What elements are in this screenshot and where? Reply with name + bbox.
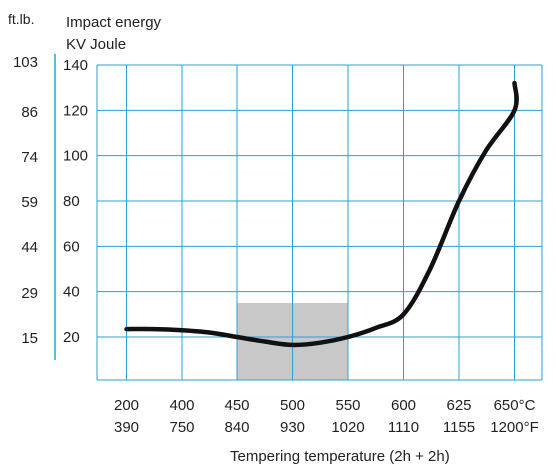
x-tick-label-celsius: 450 [224,397,249,414]
x-tick-label-fahrenheit: 750 [169,419,194,436]
alt-y-tick-label: 86 [21,104,38,121]
alt-y-tick-label: 44 [21,239,38,256]
y-tick-label: 100 [63,148,88,165]
y-tick-label: 40 [63,284,80,301]
x-tick-label-fahrenheit: 1020 [331,419,364,436]
y-tick-label: 80 [63,193,80,210]
x-tick-label-fahrenheit: 930 [280,419,305,436]
x-tick-label-fahrenheit: 1200°F [490,419,539,436]
y-axis-label-line-2: KV Joule [66,36,126,53]
x-tick-label-celsius: 625 [446,397,471,414]
alt-y-tick-label: 103 [13,54,38,71]
y-tick-label: 20 [63,329,80,346]
alt-y-axis-label: ft.lb. [8,11,34,27]
x-tick-label-celsius: 650°C [494,397,536,414]
x-tick-label-celsius: 400 [169,397,194,414]
alt-y-tick-label: 15 [21,330,38,347]
x-tick-label-fahrenheit: 1155 [443,419,475,436]
y-tick-label: 60 [63,238,80,255]
alt-y-tick-label: 59 [21,194,38,211]
x-tick-label-fahrenheit: 1110 [388,419,419,436]
y-tick-label: 140 [63,57,88,74]
x-tick-label-celsius: 550 [335,397,360,414]
alt-y-tick-label: 29 [21,285,38,302]
impact-energy-series-line [124,80,519,348]
x-tick-label-celsius: 200 [114,397,139,414]
x-axis-label: Tempering temperature (2h + 2h) [230,448,450,465]
x-tick-label-celsius: 500 [280,397,305,414]
alt-y-tick-label: 74 [21,149,38,166]
x-tick-label-celsius: 600 [391,397,416,414]
x-tick-label-fahrenheit: 840 [224,419,249,436]
y-tick-label: 120 [63,102,88,119]
y-axis-label-line-1: Impact energy [66,14,162,31]
x-tick-label-fahrenheit: 390 [114,419,139,436]
